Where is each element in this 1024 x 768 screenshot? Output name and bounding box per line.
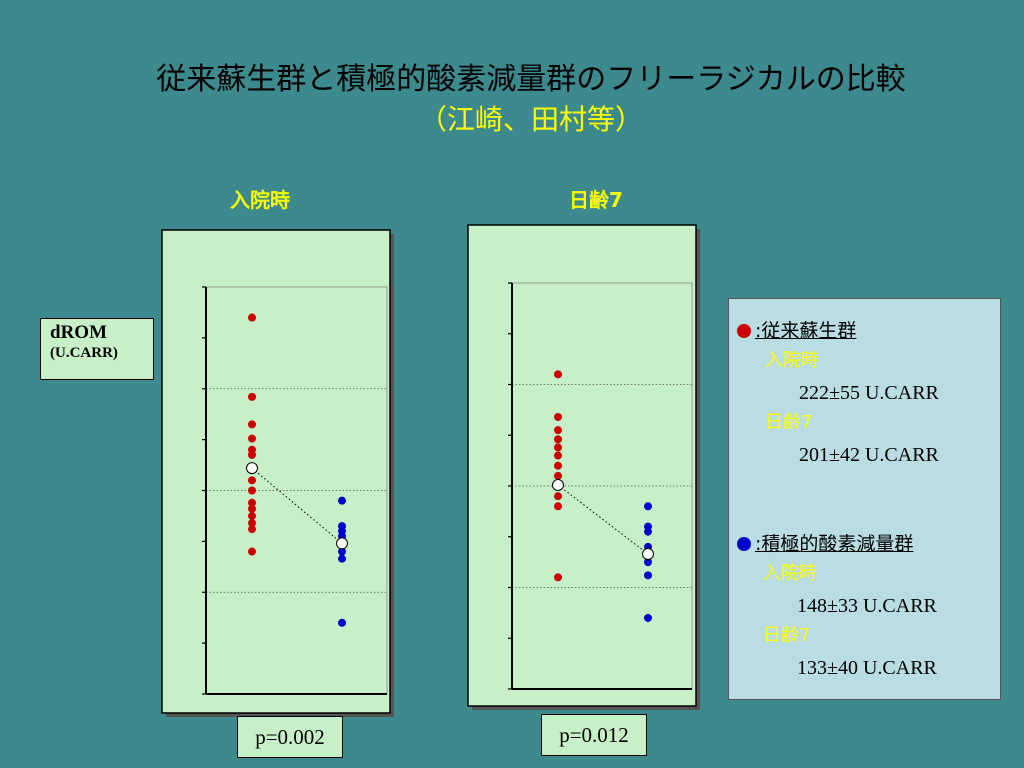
panel-title-day7: 日齢7 xyxy=(569,188,623,212)
conventional-point-admission xyxy=(248,313,256,322)
conventional-point-day7 xyxy=(554,435,562,444)
conventional-point-day7 xyxy=(554,573,562,582)
conventional-point-day7 xyxy=(554,502,562,511)
conventional-point-admission xyxy=(248,486,256,495)
aggressive-point-day7 xyxy=(644,571,652,580)
aggressive-point-admission xyxy=(338,618,346,627)
slide-subtitle: （江崎、田村等） xyxy=(418,103,643,136)
mean-connector-day7 xyxy=(557,484,649,555)
conventional-point-admission xyxy=(248,504,256,513)
legend-box: :従来蘇生群 入院時 222±55 U.CARR 日齢7 201±42 U.CA… xyxy=(728,298,1001,700)
conventional-point-admission xyxy=(248,476,256,485)
conventional-point-day7 xyxy=(554,451,562,460)
conventional-point-admission xyxy=(248,420,256,429)
aggressive-point-admission xyxy=(338,554,346,563)
legend-group1-prefix: : xyxy=(755,320,762,342)
conventional-point-admission xyxy=(248,498,256,507)
y-axis-label-name: dROM xyxy=(50,322,107,343)
conventional-point-day7 xyxy=(554,443,562,452)
conventional-point-admission xyxy=(248,434,256,443)
legend-group1-t1-label: 入院時 xyxy=(765,350,819,371)
legend-group1-t1-value: 222±55 U.CARR xyxy=(799,382,939,404)
conventional-point-day7 xyxy=(554,461,562,470)
mean-marker-day7 xyxy=(642,548,654,561)
legend-group2-t1-value: 148±33 U.CARR xyxy=(797,595,937,617)
legend-group1-t2-value: 201±42 U.CARR xyxy=(799,444,939,466)
mean-marker-day7 xyxy=(552,478,564,491)
legend-group1-name-text: 従来蘇生群 xyxy=(761,320,857,342)
conventional-point-admission xyxy=(248,547,256,556)
aggressive-point-day7 xyxy=(644,527,652,536)
legend-group2-t1-label: 入院時 xyxy=(763,563,817,584)
conventional-point-day7 xyxy=(554,471,562,480)
blue-dot-icon xyxy=(737,537,751,551)
panel-day7 xyxy=(467,224,697,707)
p-value-day7: p=0.012 xyxy=(541,714,647,756)
aggressive-point-day7 xyxy=(644,613,652,622)
legend-group2-name-text: 積極的酸素減量群 xyxy=(761,533,914,555)
panel-admission xyxy=(161,229,391,714)
legend-group1-header: :従来蘇生群 xyxy=(737,319,856,343)
aggressive-point-admission xyxy=(338,547,346,556)
legend-group1-name: :従来蘇生群 xyxy=(755,320,856,342)
legend-group1-t2-label: 日齢7 xyxy=(765,412,813,433)
panel-title-admission: 入院時 xyxy=(230,188,290,212)
aggressive-point-admission xyxy=(338,496,346,505)
legend-group2-prefix: : xyxy=(755,533,762,555)
conventional-point-admission xyxy=(248,519,256,528)
conventional-point-day7 xyxy=(554,412,562,421)
aggressive-point-day7 xyxy=(644,502,652,511)
conventional-point-admission xyxy=(248,511,256,520)
conventional-point-day7 xyxy=(554,370,562,379)
p-value-admission: p=0.002 xyxy=(237,716,343,758)
aggressive-point-day7 xyxy=(644,558,652,567)
mean-marker-admission xyxy=(246,462,258,475)
legend-group2-name: :積極的酸素減量群 xyxy=(755,533,913,555)
mean-marker-admission xyxy=(336,537,348,550)
red-dot-icon xyxy=(737,324,751,338)
conventional-point-day7 xyxy=(554,426,562,435)
y-axis-label-unit: (U.CARR) xyxy=(50,345,118,361)
legend-group2-t2-label: 日齢7 xyxy=(763,625,811,646)
legend-group2-header: :積極的酸素減量群 xyxy=(737,532,913,556)
y-axis-label: dROM (U.CARR) xyxy=(40,318,154,380)
conventional-point-admission xyxy=(248,392,256,401)
slide-title: 従来蘇生群と積極的酸素減量群のフリーラジカルの比較 xyxy=(156,62,906,97)
conventional-point-admission xyxy=(248,450,256,459)
conventional-point-admission xyxy=(248,525,256,534)
legend-group2-t2-value: 133±40 U.CARR xyxy=(797,657,937,679)
conventional-point-day7 xyxy=(554,492,562,501)
